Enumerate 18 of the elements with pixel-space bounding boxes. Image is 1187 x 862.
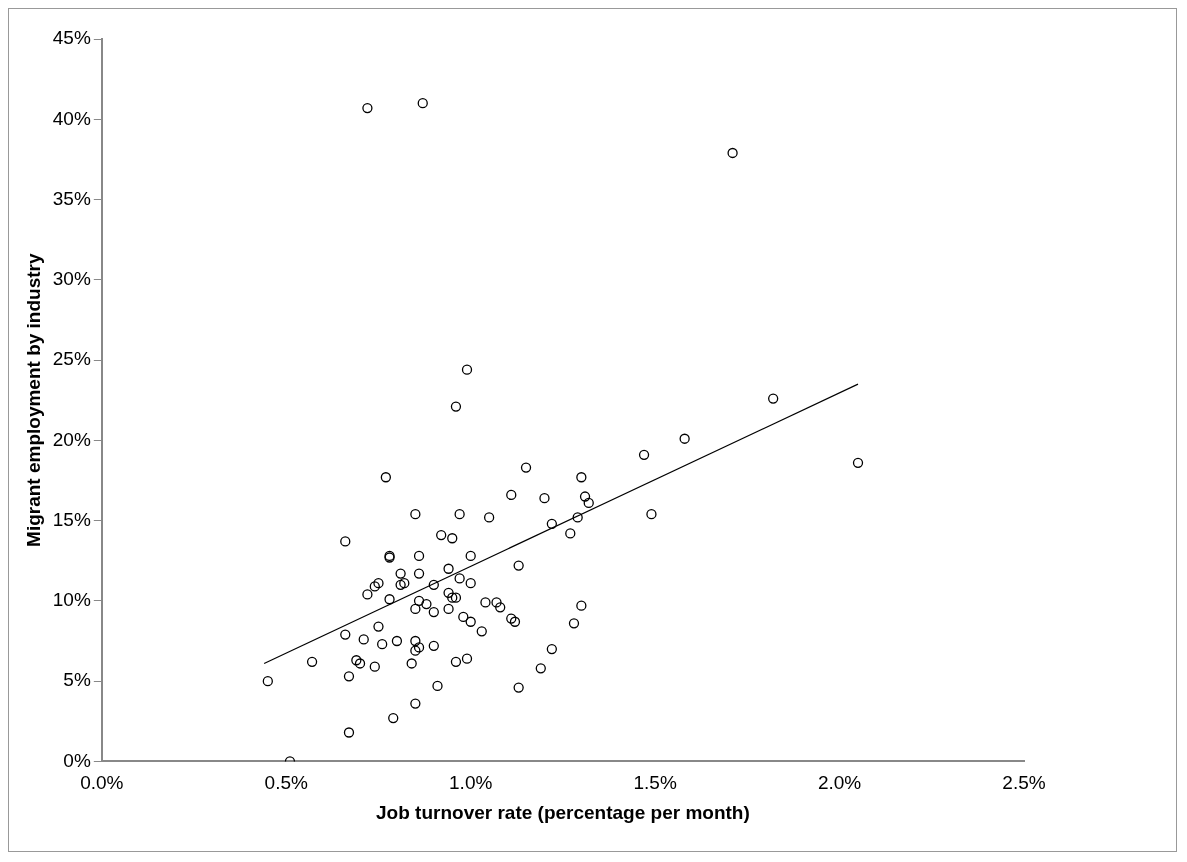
x-tick-label: 0.5% (264, 772, 309, 794)
y-tick-label: 20% (52, 428, 91, 450)
y-tick-label: 30% (52, 268, 91, 290)
y-tick-label: 25% (52, 348, 91, 370)
y-tick-label: 5% (63, 669, 91, 691)
y-tick-label: 10% (52, 589, 91, 611)
x-tick-label: 0.0% (80, 772, 124, 794)
y-axis-title: Migrant employment by industry (22, 253, 44, 547)
y-tick-label: 15% (52, 508, 91, 530)
x-axis-title: Job turnover rate (percentage per month) (376, 801, 750, 823)
y-tick-label: 0% (63, 749, 91, 771)
x-tick-label: 1.0% (449, 772, 493, 794)
y-tick-label: 35% (52, 187, 91, 209)
x-tick-label: 2.0% (817, 772, 862, 794)
y-tick-label: 40% (52, 107, 91, 129)
x-tick-label: 1.5% (633, 772, 677, 794)
y-tick-label: 45% (52, 27, 91, 49)
x-tick-label: 2.5% (1002, 772, 1046, 794)
